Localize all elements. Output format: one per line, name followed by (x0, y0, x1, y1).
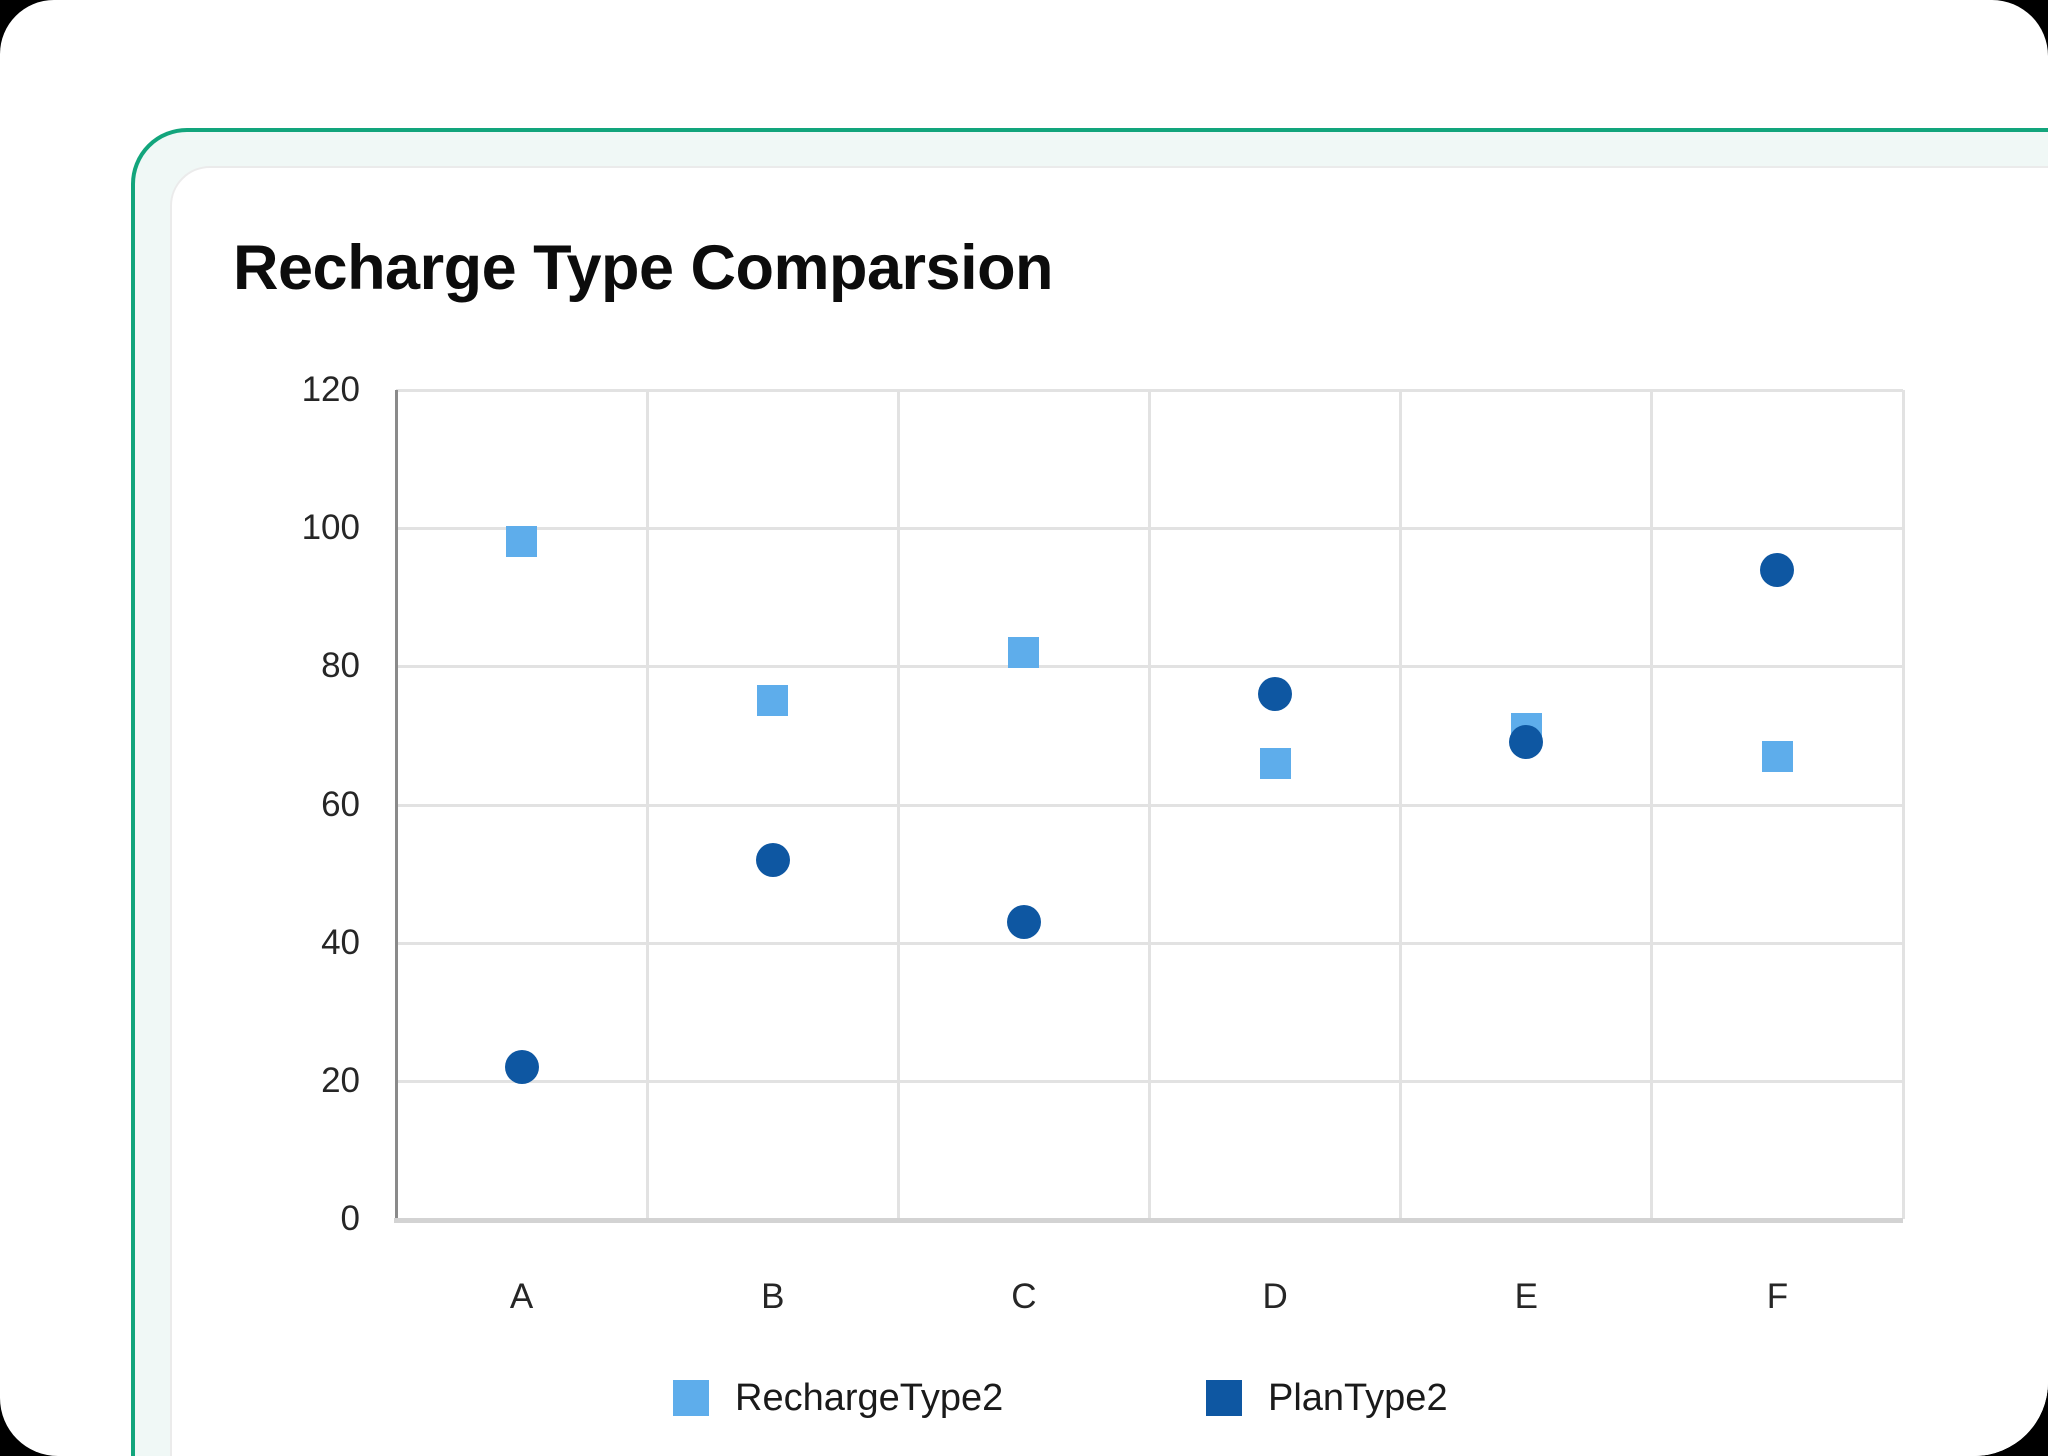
data-point-RechargeType2-A (506, 526, 538, 558)
gridline-x-6 (1901, 390, 1905, 1219)
data-point-PlanType2-C (1006, 904, 1041, 939)
x-tick-label-F: F (1766, 1277, 1789, 1316)
gridline-x-1 (645, 390, 649, 1219)
legend-marker-rechargetype2-icon (673, 1380, 709, 1416)
x-tick-label-A: A (509, 1277, 534, 1316)
legend-label-plantype2: PlanType2 (1268, 1377, 1448, 1419)
data-point-RechargeType2-F (1761, 740, 1793, 772)
data-point-RechargeType2-C (1008, 637, 1040, 669)
y-tick-label-80: 80 (321, 646, 360, 686)
x-tick-label-D: D (1262, 1277, 1288, 1316)
data-point-RechargeType2-B (757, 685, 789, 717)
gridline-x-2 (896, 390, 900, 1219)
chart-title: Recharge Type Comparsion (233, 233, 1054, 303)
x-tick-label-E: E (1514, 1277, 1538, 1316)
x-axis-line (394, 1218, 1903, 1223)
data-point-PlanType2-B (755, 842, 790, 877)
chart-card-inner (170, 166, 2048, 1456)
data-point-RechargeType2-D (1259, 747, 1291, 779)
data-point-PlanType2-D (1258, 676, 1293, 711)
gridline-x-4 (1399, 390, 1403, 1219)
x-tick-label-C: C (1011, 1277, 1037, 1316)
y-tick-label-60: 60 (321, 784, 360, 824)
y-tick-label-0: 0 (340, 1199, 360, 1238)
x-tick-label-B: B (761, 1277, 785, 1316)
gridline-x-5 (1650, 390, 1654, 1219)
y-tick-label-120: 120 (301, 370, 360, 409)
y-axis-line (395, 390, 398, 1223)
gridline-x-3 (1148, 390, 1151, 1219)
y-tick-label-40: 40 (321, 922, 360, 962)
data-point-PlanType2-F (1760, 552, 1795, 587)
legend-label-rechargetype2: RechargeType2 (735, 1377, 1004, 1419)
data-point-PlanType2-E (1509, 725, 1544, 760)
legend-marker-plantype2-icon (1206, 1380, 1242, 1416)
y-tick-label-100: 100 (301, 508, 360, 548)
legend-item-rechargetype2: RechargeType2 (673, 1376, 1003, 1420)
y-tick-label-20: 20 (321, 1060, 360, 1100)
data-point-PlanType2-A (504, 1050, 539, 1085)
legend-item-plantype2: PlanType2 (1206, 1376, 1448, 1420)
